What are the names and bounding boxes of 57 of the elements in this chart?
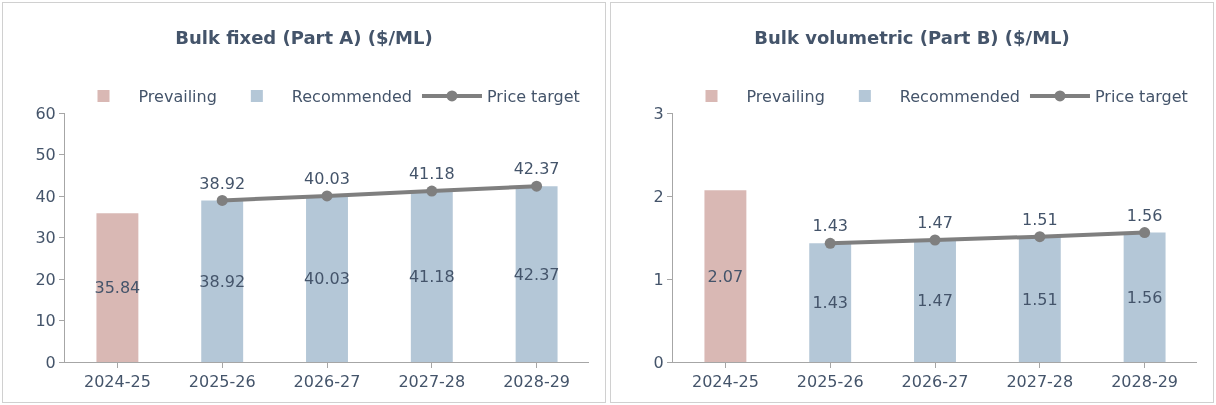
bar: [914, 239, 956, 362]
x-tick-label: 2026-27: [293, 372, 361, 392]
y-tick-label: 3: [653, 103, 664, 123]
x-tick-label: 2024-25: [691, 372, 759, 392]
data-label: 41.18: [408, 164, 455, 184]
point: [426, 185, 438, 197]
y-tick-label: 30: [35, 228, 56, 248]
bar: [1123, 232, 1166, 362]
bar: [515, 186, 558, 362]
data-label: 1.43: [812, 216, 849, 236]
data-label: 1.56: [1126, 205, 1163, 225]
legend-label: Price target: [486, 87, 580, 107]
y-tick-label: 0: [653, 352, 664, 372]
data-label: 40.03: [304, 169, 350, 189]
point: [531, 180, 543, 192]
x-tick-label: 2028-29: [503, 372, 571, 392]
y-tick-label: 10: [35, 311, 56, 331]
bar: [201, 200, 244, 362]
data-label: 2.07: [707, 266, 744, 286]
y-tick-label: 50: [35, 145, 56, 165]
x-tick-label: 2025-26: [796, 372, 864, 392]
y-tick-label: 0: [45, 352, 56, 372]
x-tick-label: 2028-29: [1111, 372, 1179, 392]
y-tick-label: 60: [35, 103, 56, 123]
y-tick-label: 2: [653, 186, 664, 206]
legend-label: Prevailing: [746, 87, 825, 107]
data-label: 1.43: [812, 293, 849, 313]
bar: [809, 243, 852, 362]
bar: [410, 191, 453, 362]
x-tick-label: 2027-28: [1006, 372, 1074, 392]
bar: [96, 213, 139, 362]
legend-label: Prevailing: [138, 87, 217, 107]
x-tick-label: 2027-28: [398, 372, 466, 392]
bar: [1018, 236, 1061, 362]
point: [321, 190, 333, 202]
legend-label: Recommended: [291, 87, 412, 107]
x-tick-label: 2026-27: [901, 372, 969, 392]
x-tick-label: 2025-26: [188, 372, 256, 392]
bar: [306, 195, 348, 362]
data-label: 1.47: [917, 213, 953, 233]
data-label: 1.47: [917, 291, 953, 311]
data-label: 1.51: [1021, 289, 1058, 309]
data-label: 42.37: [513, 159, 560, 179]
legend-label: Recommended: [899, 87, 1020, 107]
y-tick-label: 20: [35, 269, 56, 289]
data-label: 35.84: [94, 278, 141, 298]
point: [216, 194, 228, 206]
data-label: 38.92: [199, 173, 246, 193]
data-label: 1.56: [1126, 287, 1163, 307]
y-tick-label: 40: [35, 186, 56, 206]
data-label: 1.51: [1021, 209, 1058, 229]
y-tick-label: 1: [653, 269, 664, 289]
chart-title: Bulk volumetric (Part B) ($/ML): [754, 26, 1070, 48]
legend-label: Price target: [1094, 87, 1188, 107]
chart-title: Bulk fixed (Part A) ($/ML): [175, 26, 433, 48]
bar: [704, 190, 747, 362]
x-tick-label: 2024-25: [83, 372, 151, 392]
